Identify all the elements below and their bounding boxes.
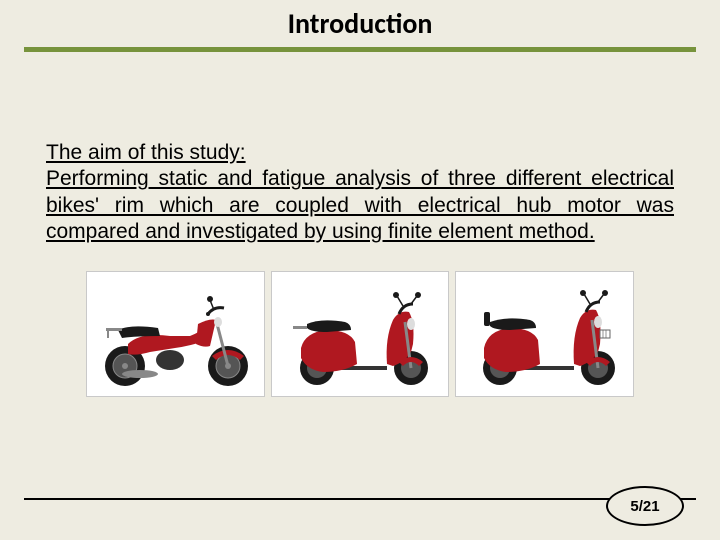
page-number: 5/21 [630,498,659,515]
body-paragraph: Performing static and fatigue analysis o… [46,166,674,245]
moped-icon [86,274,265,394]
content-area: The aim of this study: Performing static… [0,52,720,397]
page-number-oval: 5/21 [606,486,684,526]
bike-image-3 [455,271,634,397]
bike-image-1 [86,271,265,397]
bike-image-2 [271,271,450,397]
slide-title: Introduction [0,0,720,47]
scooter-icon [455,274,634,394]
study-aim-label: The aim of this study: [46,140,674,166]
bike-images-row [46,271,674,397]
footer-divider [24,498,696,500]
scooter-icon [271,274,450,394]
